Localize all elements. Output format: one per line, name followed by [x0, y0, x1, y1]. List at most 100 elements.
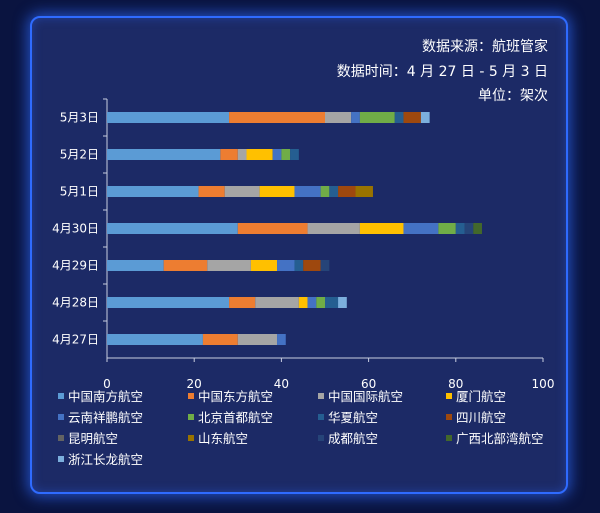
y-tick-label: 5月1日 — [60, 185, 99, 199]
bar-segment — [464, 223, 474, 234]
legend-entry-label: 浙江长龙航空 — [68, 452, 143, 467]
bar-segment — [272, 149, 282, 160]
source-line-1: 数据来源：航班管家 — [422, 38, 548, 55]
bar-segment — [438, 223, 456, 234]
bar-segment — [338, 297, 347, 308]
bar-segment — [220, 149, 238, 160]
bar-segment — [163, 260, 208, 271]
y-tick-label: 4月27日 — [52, 333, 99, 347]
legend-entry-label: 中国南方航空 — [68, 389, 143, 404]
x-tick-label: 20 — [187, 377, 202, 391]
bar-segment — [107, 334, 203, 345]
bar-segment — [294, 186, 321, 197]
bar-segment — [473, 223, 482, 234]
y-tick-label: 4月28日 — [52, 296, 99, 310]
source-unit: 单位：架次 — [478, 88, 548, 104]
legend-swatch — [58, 435, 64, 441]
bar-segment — [107, 297, 230, 308]
legend-swatch — [58, 393, 64, 399]
bar-segment — [403, 112, 421, 123]
legend-swatch — [318, 414, 324, 420]
bar-segment — [320, 186, 330, 197]
bar-segment — [107, 112, 230, 123]
bar-segment — [325, 297, 339, 308]
bar-segment — [307, 223, 360, 234]
legend-swatch — [58, 414, 64, 420]
x-tick-label: 60 — [361, 377, 376, 391]
bar-segment — [107, 223, 238, 234]
bar-segment — [355, 186, 373, 197]
chart-frame — [30, 16, 568, 494]
legend-entry-label: 中国国际航空 — [328, 389, 403, 404]
bar-segment — [277, 260, 295, 271]
plot-area: 5月3日 5月2日 5月1日 4月30日 4月29日 4月28日 4月27日 0 20 40 60 8… — [52, 98, 555, 391]
bar-segment — [277, 334, 286, 345]
bar-segment — [394, 112, 404, 123]
legend-swatch — [188, 414, 194, 420]
legend-entry-label: 华夏航空 — [328, 410, 378, 425]
legend-entry-label: 成都航空 — [328, 431, 378, 446]
bar-segment — [237, 334, 278, 345]
legend-entry-label: 山东航空 — [198, 431, 248, 446]
x-tick-label: 100 — [532, 377, 555, 391]
bar-segment — [316, 297, 325, 308]
bar-segment — [237, 149, 247, 160]
legend-swatch — [188, 393, 194, 399]
y-tick-label: 5月2日 — [60, 148, 99, 162]
bar-segment — [359, 223, 404, 234]
bar-segment — [107, 186, 199, 197]
x-tick-label: 40 — [274, 377, 289, 391]
legend-swatch — [58, 456, 64, 462]
legend-entry-label: 中国东方航空 — [198, 389, 273, 404]
bar-segment — [229, 112, 325, 123]
bar-segment — [207, 260, 251, 271]
source-date-range: 数据时间：4 月 27 日 - 5 月 3 日 — [337, 64, 548, 80]
legend-entry-label: 广西北部湾航空 — [456, 431, 544, 446]
legend-entry-label: 北京首都航空 — [198, 410, 273, 425]
bar-segment — [237, 223, 308, 234]
legend-entry-label: 四川航空 — [456, 410, 506, 425]
bar-segment — [303, 260, 321, 271]
bar-segment — [455, 223, 465, 234]
bar-segment — [359, 112, 395, 123]
legend-swatch — [318, 393, 324, 399]
y-tick-label: 5月3日 — [60, 111, 99, 125]
legend-entry-label: 厦门航空 — [456, 389, 506, 404]
source-block: 数据来源：航班管家 数据时间：4 月 27 日 - 5 月 3 日 单位：架次 — [337, 38, 548, 104]
legend-entry-label: 云南祥鹏航空 — [68, 410, 143, 425]
x-tick-label: 80 — [448, 377, 463, 391]
bar-segment — [420, 112, 430, 123]
legend-swatch — [318, 435, 324, 441]
bar-segment — [329, 186, 339, 197]
bar-segment — [320, 260, 330, 271]
bar-segment — [259, 186, 295, 197]
bar-segment — [107, 149, 221, 160]
legend-entry-label: 昆明航空 — [68, 431, 118, 446]
bar-segment — [107, 260, 164, 271]
bar-segment — [229, 297, 256, 308]
bar-segment — [224, 186, 260, 197]
legend-swatch — [446, 414, 452, 420]
y-tick-label: 4月29日 — [52, 259, 99, 273]
bar-segment — [307, 297, 317, 308]
bar-segment — [290, 149, 299, 160]
bar-segment — [403, 223, 439, 234]
legend-swatch — [446, 393, 452, 399]
legend-swatch — [188, 435, 194, 441]
bar-segment — [338, 186, 356, 197]
bar-segment — [246, 149, 273, 160]
bar-segment — [351, 112, 360, 123]
bar-segment — [294, 260, 304, 271]
bar-segment — [202, 334, 238, 345]
bar-segment — [298, 297, 308, 308]
bar-segment — [281, 149, 291, 160]
bar-segment — [250, 260, 278, 271]
y-tick-label: 4月30日 — [52, 222, 99, 236]
bar-segment — [255, 297, 299, 308]
bar-segment — [325, 112, 352, 123]
x-tick-label: 0 — [103, 377, 111, 391]
legend-swatch — [446, 435, 452, 441]
bar-segment — [198, 186, 225, 197]
